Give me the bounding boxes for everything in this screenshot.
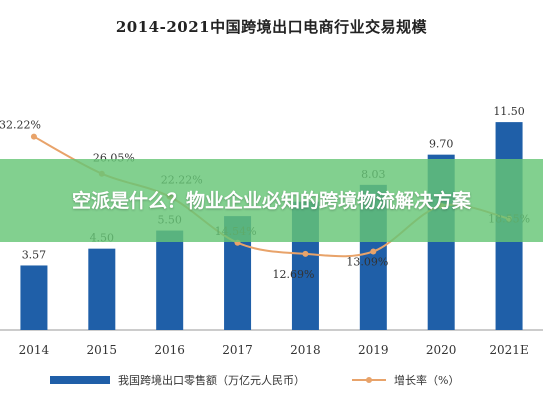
growth-value-label: 12.69% <box>272 268 314 281</box>
bar-value-label: 3.57 <box>22 248 47 261</box>
x-tick-label: 2021E <box>489 343 528 357</box>
overlay-headline: 空派是什么？物业企业必知的跨境物流解决方案 <box>71 189 471 212</box>
x-tick-label: 2018 <box>290 343 321 357</box>
legend-item-line: 增长率（%） <box>352 372 459 388</box>
legend-bar-swatch <box>50 376 110 384</box>
bar-value-label: 9.70 <box>429 138 454 151</box>
x-tick-label: 2015 <box>87 343 118 357</box>
bar <box>156 230 184 330</box>
chart-title: 2014-2021中国跨境出口电商行业交易规模 <box>115 18 428 36</box>
growth-point <box>370 248 377 255</box>
bar <box>20 265 48 330</box>
legend-label-bar: 我国跨境出口零售额（万亿元人民币） <box>118 374 305 387</box>
x-tick-label: 2020 <box>426 343 457 357</box>
x-axis: 2014 2015 2016 2017 2018 2019 2020 2021E <box>0 329 543 357</box>
growth-point <box>302 250 309 257</box>
x-tick-label: 2014 <box>19 343 50 357</box>
x-tick-label: 2019 <box>358 343 389 357</box>
overlay-banner: 空派是什么？物业企业必知的跨境物流解决方案 <box>0 159 543 242</box>
legend-line-swatch <box>352 375 386 385</box>
x-tick-label: 2017 <box>222 343 253 357</box>
growth-value-label: 32.22% <box>0 119 41 132</box>
bar-value-label: 11.50 <box>493 105 525 118</box>
growth-point <box>30 133 37 140</box>
x-tick-label: 2016 <box>154 343 185 357</box>
legend-label-line: 增长率（%） <box>394 374 460 387</box>
legend-item-bar: 我国跨境出口零售额（万亿元人民币） <box>50 372 305 388</box>
growth-value-label: 13.09% <box>346 255 388 268</box>
bar <box>88 248 116 330</box>
